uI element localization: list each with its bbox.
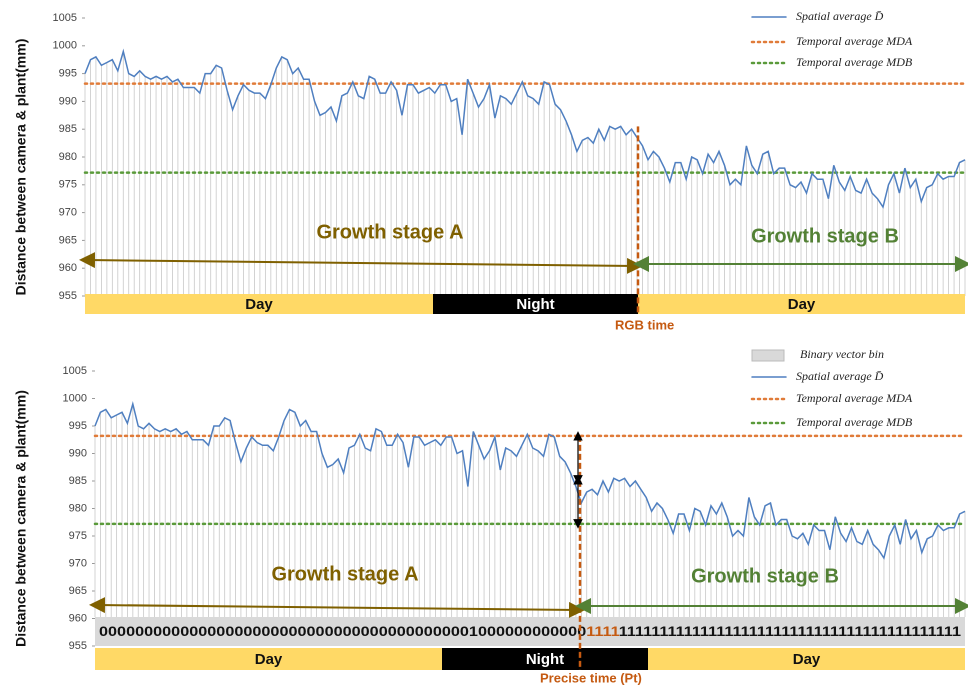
y-tick-label: 960 — [59, 262, 77, 274]
y-tick-label: 1005 — [63, 365, 87, 377]
period-band — [433, 294, 638, 314]
legend-label: Temporal average MDA — [796, 391, 913, 405]
y-tick-label: 1000 — [53, 40, 77, 52]
period-label: Night — [516, 296, 554, 313]
y-tick-label: 990 — [69, 447, 87, 459]
y-tick-label: 975 — [69, 530, 87, 542]
period-label: Day — [255, 651, 283, 668]
y-tick-label: 965 — [59, 234, 77, 246]
binary-segment: 0000000000000000000000000000000000000000… — [99, 623, 586, 639]
series-line — [94, 401, 966, 560]
legend-label: Temporal average MDA — [796, 34, 913, 48]
y-tick-label: 990 — [59, 95, 77, 107]
y-tick-label: 1005 — [53, 12, 77, 24]
stage-b-label: Growth stage B — [751, 225, 899, 247]
period-label: Day — [245, 296, 273, 313]
y-tick-label: 970 — [59, 207, 77, 219]
binary-vector: 0000000000000000000000000000000000000000… — [99, 623, 961, 639]
stage-a-arrow — [79, 252, 643, 274]
legend-label: Spatial average D̄ — [796, 9, 884, 23]
stage-b-label: Growth stage B — [691, 565, 839, 587]
legend-label: Spatial average D̄ — [796, 369, 884, 383]
period-band — [442, 648, 648, 670]
y-tick-label: 965 — [69, 585, 87, 597]
time-marker-label: Precise time (Pt) — [540, 670, 642, 685]
y-tick-label: 955 — [59, 290, 77, 302]
legend-label: Temporal average MDB — [796, 415, 913, 429]
y-tick-label: 985 — [59, 123, 77, 135]
y-tick-label: 980 — [69, 502, 87, 514]
legend-label: Temporal average MDB — [796, 55, 913, 69]
y-tick-label: 980 — [59, 151, 77, 163]
legend-swatch — [751, 349, 785, 362]
period-band — [95, 648, 442, 670]
period-band — [85, 294, 433, 314]
binary-band — [95, 617, 965, 646]
stage-a-arrow — [89, 597, 585, 618]
y-tick-label: 985 — [69, 475, 87, 487]
stage-a-label: Growth stage A — [271, 563, 418, 585]
y-tick-label: 995 — [69, 420, 87, 432]
y-tick-label: 955 — [69, 640, 87, 652]
binary-segment: 1111 — [586, 623, 620, 639]
stage-a-label: Growth stage A — [316, 221, 463, 243]
period-band — [638, 294, 965, 314]
period-band — [648, 648, 965, 670]
y-axis-label: Distance between camera & plant(mm) — [13, 39, 29, 296]
y-tick-label: 975 — [59, 179, 77, 191]
y-tick-label: 995 — [59, 68, 77, 80]
series-line — [84, 48, 966, 209]
period-label: Day — [788, 296, 816, 313]
period-label: Day — [793, 651, 821, 668]
period-label: Night — [526, 651, 564, 668]
time-marker-label: RGB time — [615, 317, 674, 332]
binary-segment: 1111111111111111111111111111111111111111… — [619, 623, 961, 639]
y-tick-label: 1000 — [63, 392, 87, 404]
legend-label: Binary vector bin — [800, 347, 884, 361]
y-axis-label: Distance between camera & plant(mm) — [13, 390, 29, 647]
y-tick-label: 970 — [69, 557, 87, 569]
y-tick-label: 960 — [69, 612, 87, 624]
